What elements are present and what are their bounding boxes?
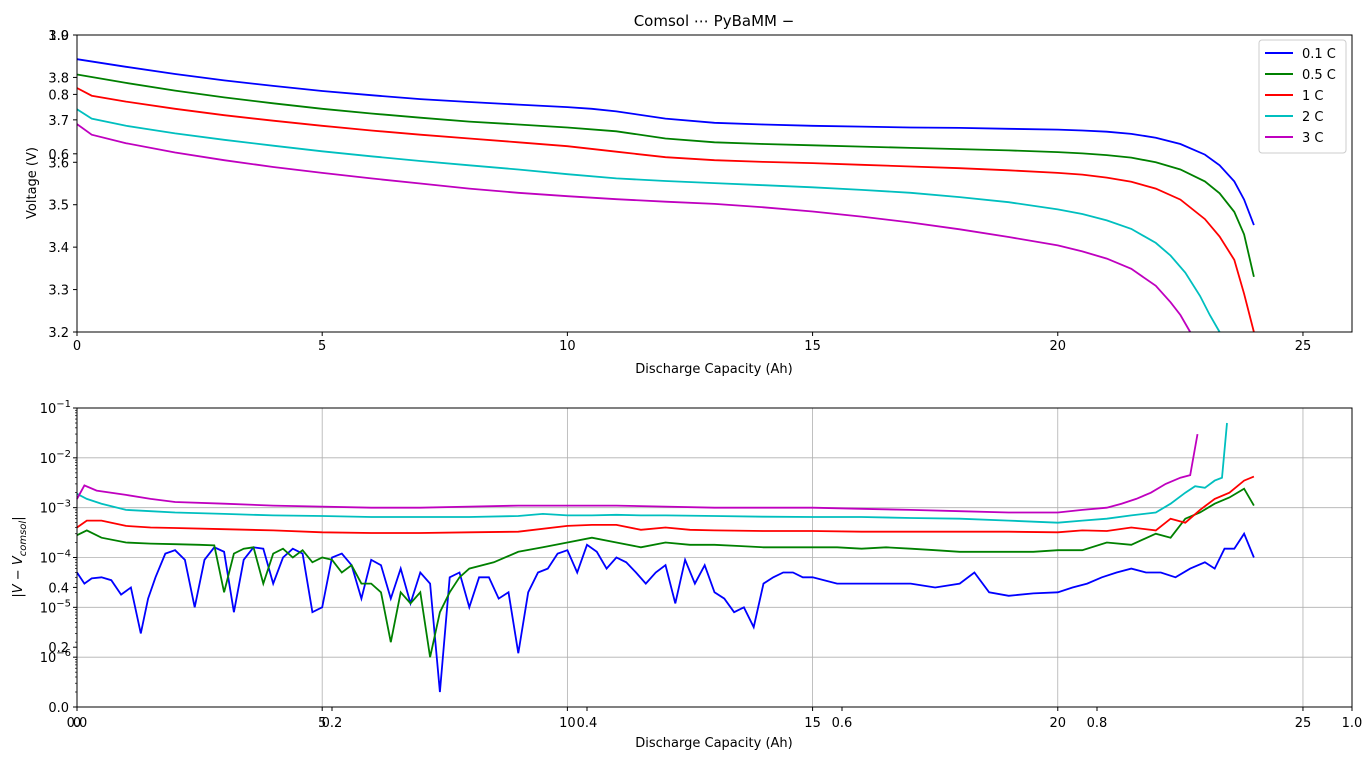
top-y-tick-label: 3.5 [48,199,69,214]
top-overlay-y-tick-label: 0.6 [48,148,69,163]
top-series-line-0 [76,58,1255,226]
top-overlay-y-tick-label: 0.8 [48,88,69,103]
voltage-plot: 0 5 10 15 20 25 3.2 3.3 3.4 3.5 3.6 3.7 3.8 3.91.0 0.8… [48,29,1353,354]
bottom-series-line-1 [76,487,1255,658]
bottom-y-tick-label: 10−3 [40,499,71,517]
bottom-overlay-x-tick-label: 0.0 [67,716,88,731]
top-y-tick-label: 3.4 [48,241,69,256]
bottom-overlay-y-tick-label: 0.4 [48,581,69,596]
top-plot-frame [76,34,1353,333]
bottom-overlay-x-tick-label: 0.8 [1087,716,1108,731]
top-series-line-1 [76,73,1255,278]
legend-label-4: 3 C [1302,131,1323,146]
top-x-tick-label: 25 [1295,339,1312,354]
top-series-line-2 [76,87,1255,333]
bottom-x-tick-label: 15 [804,716,821,731]
top-x-tick-label: 0 [73,339,81,354]
bottom-x-axis-title: Discharge Capacity (Ah) [635,736,792,751]
bottom-x-tick-label: 5 [318,716,326,731]
bottom-overlay-x-tick-label: 1.0 [1342,716,1363,731]
top-series-line-3 [76,108,1221,333]
error-plot: 10−6 10−5 10−4 10−3 10−2 10−1 0 5 10 15 20 25 0.0 0.2… [40,399,1363,731]
bottom-y-tick-label: 10−2 [40,449,71,467]
bottom-series-line-2 [76,475,1255,534]
bottom-overlay-y-tick-label: 0.0 [48,701,69,716]
bottom-y-tick-label: 10−6 [40,648,71,666]
bottom-series-line-3 [76,422,1228,524]
top-y-tick-label: 3.8 [48,71,69,86]
legend-label-0: 0.1 C [1302,47,1336,62]
chart-title: Comsol ⋯ PyBaMM − [634,12,795,30]
bottom-y-tick-label: 10−1 [40,399,71,417]
legend-label-3: 2 C [1302,110,1323,125]
top-x-axis-title: Discharge Capacity (Ah) [635,362,792,377]
bottom-overlay-x-tick-label: 0.2 [322,716,343,731]
bottom-x-tick-label: 25 [1295,716,1312,731]
top-series-line-4 [76,123,1191,333]
bottom-overlay-y-tick-label: 0.2 [48,641,69,656]
bottom-overlay-x-tick-label: 0.4 [577,716,598,731]
top-x-tick-label: 20 [1049,339,1066,354]
legend: 0.1 C 0.5 C 1 C 2 C 3 C [1258,39,1347,154]
top-y-tick-label: 3.7 [48,114,69,129]
top-x-tick-label: 5 [318,339,326,354]
legend-box [1258,39,1347,154]
bottom-y-tick-label: 10−5 [40,598,71,616]
top-y-tick-label: 3.9 [48,29,69,44]
bottom-series-line-4 [76,433,1199,514]
bottom-series-line-0 [76,531,1255,693]
bottom-y-axis-title: |V − Vcomsol| [11,516,29,597]
bottom-x-tick-label: 10 [559,716,576,731]
top-y-tick-label: 3.2 [48,326,69,341]
bottom-x-tick-label: 20 [1049,716,1066,731]
bottom-x-tick-label: 0 [73,716,81,731]
top-y-tick-label: 3.6 [48,156,69,171]
top-overlay-y-tick-label: 1.0 [48,29,69,44]
legend-label-2: 1 C [1302,89,1323,104]
top-x-tick-label: 10 [559,339,576,354]
legend-label-1: 0.5 C [1302,68,1336,83]
bottom-overlay-x-tick-label: 0.6 [832,716,853,731]
top-x-tick-label: 15 [804,339,821,354]
top-y-axis-title: Voltage (V) [25,147,40,219]
top-y-tick-label: 3.3 [48,284,69,299]
bottom-y-tick-label: 10−4 [40,549,71,567]
